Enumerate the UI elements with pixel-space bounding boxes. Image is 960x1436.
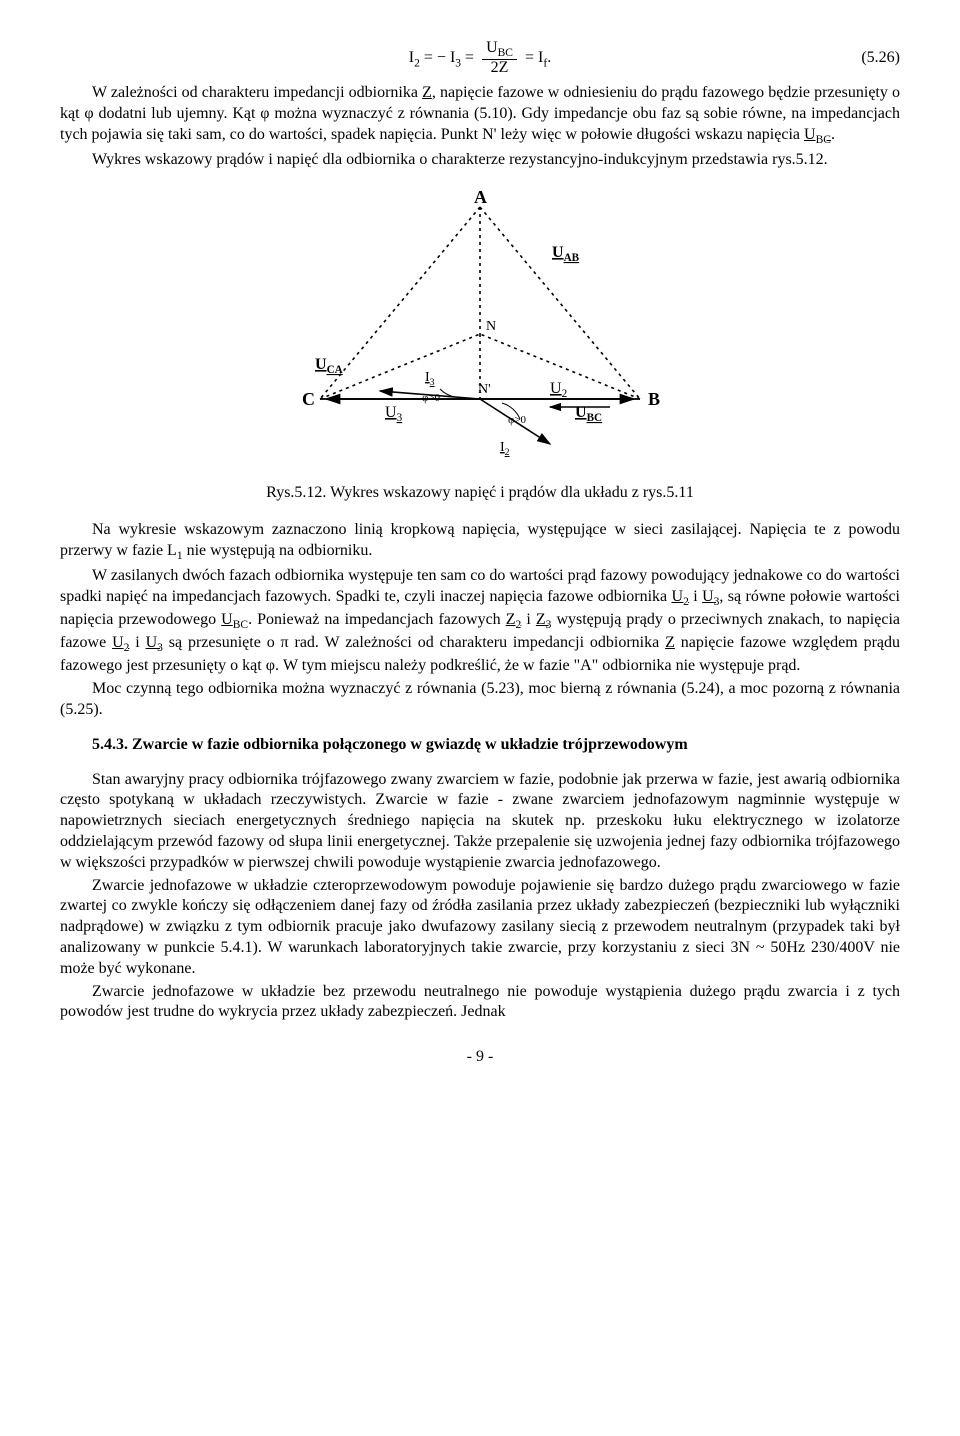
- underlined-symbol: UBC: [221, 611, 248, 628]
- svg-text:U3: U3: [385, 404, 403, 424]
- svg-text:I3: I3: [425, 370, 435, 388]
- svg-text:C: C: [302, 389, 315, 409]
- figure-5-12: ABCNN'UABUCAUBCU2U3I3I2φ>0φ>0: [60, 189, 900, 476]
- equation-number: (5.26): [861, 48, 900, 69]
- underlined-symbol: U2: [672, 588, 689, 605]
- phasor-diagram-svg: ABCNN'UABUCAUBCU2U3I3I2φ>0φ>0: [290, 189, 670, 469]
- eq-text: 2Z: [487, 60, 513, 77]
- eq-text: .: [547, 49, 551, 66]
- paragraph-8: Zwarcie jednofazowe w układzie bez przew…: [60, 982, 900, 1024]
- text-run: Z: [536, 611, 546, 628]
- text-run: i: [129, 634, 145, 651]
- svg-text:B: B: [648, 389, 660, 409]
- text-run: i: [689, 588, 702, 605]
- eq-text: = I: [521, 49, 543, 66]
- text-run: . Ponieważ na impedancjach fazowych: [248, 611, 506, 628]
- underlined-symbol: Z: [665, 634, 675, 651]
- eq-text: = − I: [420, 49, 455, 66]
- text-run: .: [831, 126, 835, 143]
- subscript: BC: [816, 134, 831, 146]
- svg-text:N': N': [478, 382, 491, 397]
- eq-body: I2 = − I3 = UBC2Z = If.: [409, 40, 551, 77]
- subscript: BC: [233, 619, 248, 631]
- underlined-symbol: U3: [702, 588, 719, 605]
- eq-text: U: [486, 39, 498, 56]
- paragraph-2: Wykres wskazowy prądów i napięć dla odbi…: [60, 150, 900, 171]
- text-run: nie występują na odbiorniku.: [183, 542, 373, 559]
- paragraph-3: Na wykresie wskazowym zaznaczono linią k…: [60, 520, 900, 564]
- svg-text:A: A: [474, 189, 487, 207]
- eq-text: =: [461, 49, 478, 66]
- text-run: U: [112, 634, 124, 651]
- underlined-symbol: Z3: [536, 611, 552, 628]
- text-run: i: [521, 611, 536, 628]
- text-run: U: [702, 588, 714, 605]
- paragraph-1: W zależności od charakteru impedancji od…: [60, 83, 900, 148]
- svg-text:φ>0: φ>0: [508, 414, 527, 426]
- paragraph-7: Zwarcie jednofazowe w układzie czteroprz…: [60, 876, 900, 980]
- underlined-symbol: U2: [112, 634, 129, 651]
- text-run: U: [146, 634, 158, 651]
- paragraph-6: Stan awaryjny pracy odbiornika trójfazow…: [60, 770, 900, 874]
- text-run: U: [221, 611, 233, 628]
- underlined-symbol: U3: [146, 634, 163, 651]
- text-run: U: [672, 588, 684, 605]
- text-run: Z: [506, 611, 516, 628]
- eq-sub: BC: [498, 47, 513, 59]
- underlined-symbol: Z2: [506, 611, 522, 628]
- underlined-symbol: Z: [422, 84, 432, 101]
- svg-text:N: N: [486, 319, 496, 334]
- figure-caption: Rys.5.12. Wykres wskazowy napięć i prądó…: [60, 483, 900, 504]
- paragraph-5: Moc czynną tego odbiornika można wyznacz…: [60, 679, 900, 721]
- svg-text:U2: U2: [550, 380, 567, 400]
- text-run: U: [804, 126, 816, 143]
- section-5-4-3-title: 5.4.3. Zwarcie w fazie odbiornika połącz…: [60, 735, 900, 756]
- text-run: W zależności od charakteru impedancji od…: [92, 84, 422, 101]
- text-run: są przesunięte o π rad. W zależności od …: [163, 634, 665, 651]
- fraction: UBC2Z: [482, 40, 517, 77]
- svg-text:UCA: UCA: [315, 356, 343, 376]
- paragraph-4: W zasilanych dwóch fazach odbiornika wys…: [60, 566, 900, 677]
- underlined-symbol: UBC: [804, 126, 831, 143]
- svg-text:I2: I2: [500, 440, 510, 458]
- svg-text:φ>0: φ>0: [422, 392, 441, 404]
- svg-text:UAB: UAB: [552, 244, 580, 264]
- page-number: - 9 -: [60, 1047, 900, 1068]
- equation-5-26: I2 = − I3 = UBC2Z = If. (5.26): [60, 40, 900, 77]
